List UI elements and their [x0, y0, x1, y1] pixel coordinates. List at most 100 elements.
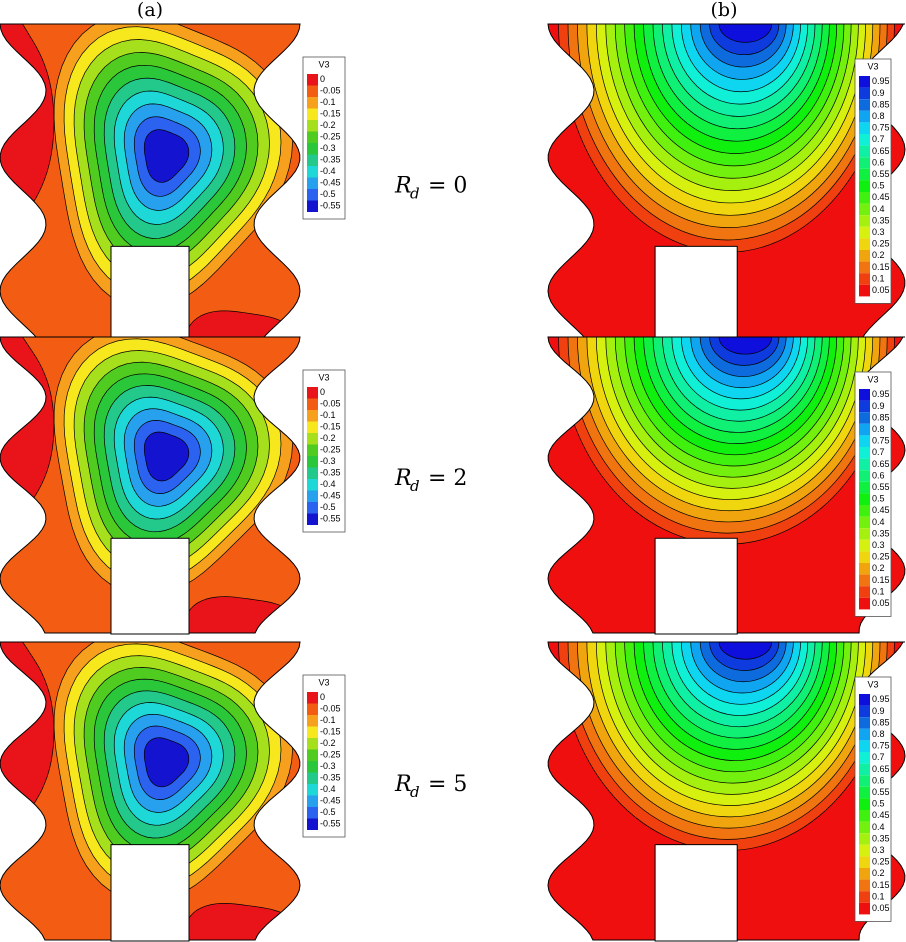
legend-label: -0.2	[320, 433, 336, 443]
legend-swatch	[307, 772, 318, 784]
legend-label: 0.55	[872, 169, 890, 179]
legend-label: 0.8	[872, 111, 885, 121]
legend-swatch	[859, 833, 870, 845]
contour-plot	[548, 642, 905, 940]
panel-label: (a)	[137, 0, 163, 21]
legend-label: -0.5	[320, 502, 336, 512]
legend-swatch	[859, 902, 870, 915]
legend-label: -0.3	[320, 761, 336, 771]
legend-title: V3	[318, 677, 329, 687]
legend-label: -0.05	[320, 399, 341, 409]
legend-label: -0.35	[320, 773, 341, 783]
domain-outline	[547, 336, 906, 634]
legend-label: 0.85	[872, 99, 890, 109]
legend-label: 0.1	[872, 586, 885, 596]
legend-label: -0.15	[320, 109, 341, 119]
legend-label: 0.1	[872, 891, 885, 901]
legend-swatch	[859, 226, 870, 239]
parameter-subscript: d	[410, 477, 420, 495]
legend-swatch	[307, 398, 318, 410]
parameter-label: R	[394, 174, 412, 199]
legend-swatch	[859, 470, 870, 482]
legend-swatch	[859, 215, 870, 227]
legend-swatch	[859, 586, 870, 598]
legend-swatch	[307, 513, 318, 525]
legend-swatch	[307, 74, 318, 86]
legend-swatch	[859, 122, 870, 134]
legend-label: 0.85	[872, 412, 890, 422]
legend-swatch	[859, 180, 870, 192]
legend-swatch	[859, 145, 870, 158]
legend-label: 0.6	[872, 775, 885, 785]
legend-label: 0.2	[872, 563, 885, 573]
legend-swatch	[859, 273, 870, 285]
domain-outline	[547, 641, 906, 941]
legend-swatch	[307, 177, 318, 189]
legend-swatch	[859, 728, 870, 741]
legend-swatch	[859, 203, 870, 216]
legend-swatch	[307, 738, 318, 750]
legend-swatch	[859, 192, 870, 204]
legend-label: -0.4	[320, 166, 336, 176]
legend-swatch	[307, 85, 318, 97]
obstacle	[654, 844, 738, 942]
legend-swatch	[859, 798, 870, 810]
legend-label: 0.85	[872, 717, 890, 727]
legend-label: -0.45	[320, 796, 341, 806]
legend-swatch	[859, 694, 870, 706]
legend-label: 0.5	[872, 799, 885, 809]
legend-label: -0.45	[320, 491, 341, 501]
legend-swatch	[307, 692, 318, 704]
legend-swatch	[859, 447, 870, 459]
contour-band	[143, 431, 190, 482]
legend-swatch	[859, 481, 870, 494]
legend-label: 0.75	[872, 436, 890, 446]
legend-swatch	[859, 574, 870, 587]
legend-swatch	[307, 490, 318, 502]
legend-label: 0.3	[872, 227, 885, 237]
legend-swatch	[307, 715, 318, 727]
legend-label: 0	[320, 74, 325, 84]
legend-label: 0.35	[872, 528, 890, 538]
legend-label: 0.65	[872, 459, 890, 469]
legend-swatch	[859, 752, 870, 764]
contour-band	[709, 24, 780, 56]
panel-label: (b)	[711, 0, 738, 21]
contour-band	[718, 24, 773, 43]
legend-swatch	[859, 412, 870, 424]
legend-label: 0.55	[872, 787, 890, 797]
legend-label: 0.95	[872, 694, 890, 704]
legend-label: 0.9	[872, 706, 885, 716]
legend-swatch	[307, 818, 318, 830]
legend-swatch	[859, 539, 870, 552]
legend-swatch	[307, 456, 318, 468]
legend-swatch	[859, 505, 870, 517]
legend-label: 0.2	[872, 250, 885, 260]
legend-swatch	[307, 143, 318, 155]
legend-swatch	[859, 99, 870, 111]
legend-label: 0.65	[872, 764, 890, 774]
legend-label: -0.15	[320, 727, 341, 737]
legend-swatch	[859, 168, 870, 181]
obstacle	[654, 537, 738, 635]
legend-label: 0.35	[872, 833, 890, 843]
parameter-value: = 0	[428, 174, 467, 199]
legend-swatch	[859, 423, 870, 436]
contour-plot	[0, 337, 300, 633]
legend-title: V3	[318, 372, 329, 382]
legend-swatch	[859, 763, 870, 776]
legend-label: 0.4	[872, 517, 885, 527]
legend-swatch	[859, 597, 870, 610]
legend-label: -0.05	[320, 86, 341, 96]
legend-title: V3	[867, 679, 878, 689]
legend-label: 0.7	[872, 134, 885, 144]
legend-swatch	[859, 891, 870, 903]
legend-label: 0.05	[872, 903, 890, 913]
legend-label: 0.75	[872, 123, 890, 133]
legend-swatch	[859, 238, 870, 250]
legend-swatch	[859, 563, 870, 575]
legend-swatch	[859, 844, 870, 857]
legend-label: -0.4	[320, 479, 336, 489]
legend-swatch	[859, 458, 870, 471]
